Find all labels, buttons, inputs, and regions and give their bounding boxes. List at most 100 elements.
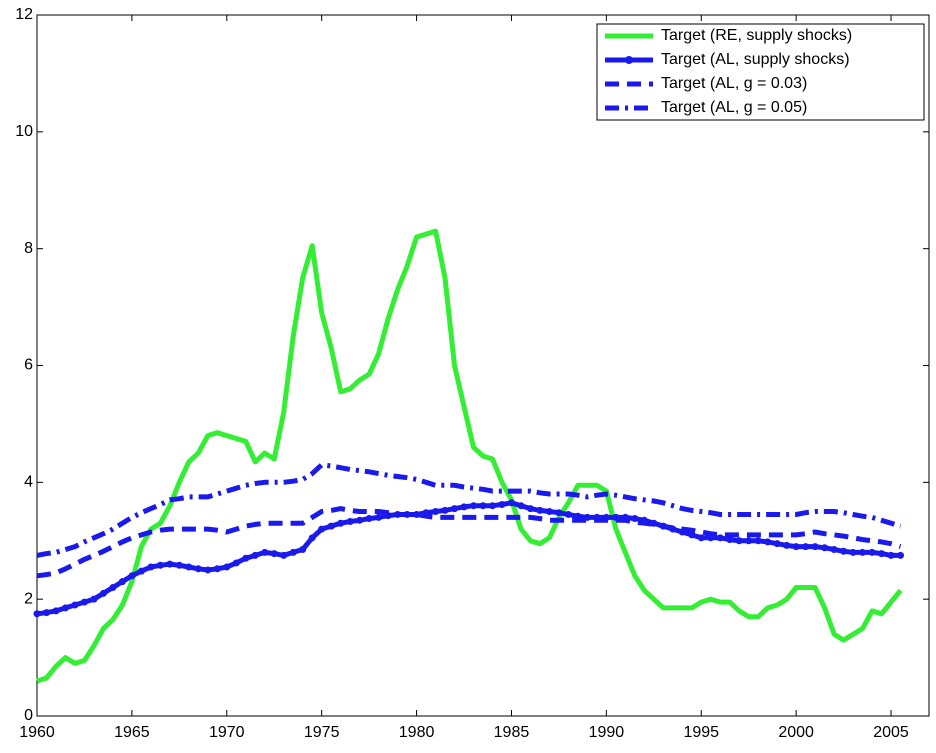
series-marker xyxy=(375,513,383,521)
legend-label: Target (AL, g = 0.03) xyxy=(661,75,807,92)
series-line xyxy=(36,462,902,558)
series-marker xyxy=(166,560,174,568)
series-marker xyxy=(61,604,69,612)
series-marker xyxy=(280,551,288,559)
series-marker xyxy=(470,502,478,510)
legend-label: Target (AL, g = 0.05) xyxy=(661,99,807,116)
series-line xyxy=(36,228,903,684)
series-marker xyxy=(71,601,79,609)
x-tick-label: 2000 xyxy=(778,724,814,741)
series-marker xyxy=(517,502,525,510)
series-marker xyxy=(688,531,696,539)
series-marker xyxy=(451,505,459,513)
series-marker xyxy=(878,550,886,558)
series-marker xyxy=(52,607,60,615)
series-line xyxy=(36,506,902,579)
series-marker xyxy=(289,548,297,556)
series-marker xyxy=(213,565,221,573)
series-marker xyxy=(185,563,193,571)
series-marker xyxy=(356,516,364,524)
x-tick-label: 1960 xyxy=(19,724,55,741)
y-tick-label: 10 xyxy=(15,123,33,140)
legend-marker xyxy=(625,56,633,64)
series-marker xyxy=(137,567,145,575)
series-marker xyxy=(147,563,155,571)
series-marker xyxy=(337,519,345,527)
series-marker xyxy=(745,537,753,545)
series-marker xyxy=(261,548,269,556)
series-marker xyxy=(821,544,829,552)
series-marker xyxy=(792,543,800,551)
y-tick-label: 8 xyxy=(24,240,33,257)
y-tick-label: 12 xyxy=(15,6,33,23)
series-marker xyxy=(308,534,316,542)
series-marker xyxy=(223,563,231,571)
series-marker xyxy=(868,548,876,556)
legend-box xyxy=(596,23,925,121)
series-marker xyxy=(840,547,848,555)
series-marker xyxy=(488,502,496,510)
series-marker xyxy=(811,543,819,551)
series-marker xyxy=(507,499,515,507)
series-marker xyxy=(631,515,639,523)
x-tick-label: 1990 xyxy=(589,724,625,741)
series-marker xyxy=(365,515,373,523)
series-marker xyxy=(242,554,250,562)
series-marker xyxy=(327,522,335,530)
series-marker xyxy=(545,508,553,516)
series-marker xyxy=(441,506,449,514)
series-marker xyxy=(697,534,705,542)
series-marker xyxy=(526,505,534,513)
x-tick-label: 2005 xyxy=(873,724,909,741)
series-marker xyxy=(802,543,810,551)
series-marker xyxy=(99,589,107,597)
series-marker xyxy=(232,559,240,567)
series-marker xyxy=(194,565,202,573)
series-marker xyxy=(42,609,50,617)
series-marker xyxy=(498,501,506,509)
series-marker xyxy=(897,551,905,559)
x-tick-label: 1995 xyxy=(683,724,719,741)
series-marker xyxy=(650,519,658,527)
series-marker xyxy=(90,595,98,603)
series-marker xyxy=(536,506,544,514)
series-marker xyxy=(460,503,468,511)
series-marker xyxy=(773,540,781,548)
series-marker xyxy=(849,548,857,556)
x-tick-label: 1980 xyxy=(399,724,435,741)
series-marker xyxy=(432,508,440,516)
y-tick-label: 2 xyxy=(24,590,33,607)
series-marker xyxy=(33,610,41,618)
series-marker xyxy=(479,502,487,510)
x-tick-label: 1975 xyxy=(304,724,340,741)
series-marker xyxy=(754,537,762,545)
series-marker xyxy=(859,548,867,556)
series-marker xyxy=(175,561,183,569)
series-marker xyxy=(783,541,791,549)
series-marker xyxy=(109,583,117,591)
x-tick-label: 1970 xyxy=(209,724,245,741)
series-marker xyxy=(128,572,136,580)
series-marker xyxy=(555,509,563,517)
series-marker xyxy=(299,546,307,554)
x-tick-label: 1965 xyxy=(114,724,150,741)
series-marker xyxy=(564,510,572,518)
series-marker xyxy=(735,537,743,545)
x-tick-label: 1985 xyxy=(494,724,530,741)
y-tick-label: 0 xyxy=(24,707,33,724)
series-marker xyxy=(716,534,724,542)
series-marker xyxy=(726,536,734,544)
series-marker xyxy=(318,525,326,533)
series-marker xyxy=(270,550,278,558)
series-marker xyxy=(156,561,164,569)
series-marker xyxy=(204,566,212,574)
legend-label: Target (AL, supply shocks) xyxy=(661,51,850,68)
series-marker xyxy=(830,546,838,554)
series-marker xyxy=(346,517,354,525)
series-marker xyxy=(80,598,88,606)
y-tick-label: 4 xyxy=(24,474,33,491)
y-tick-label: 6 xyxy=(24,357,33,374)
legend-label: Target (RE, supply shocks) xyxy=(661,27,852,44)
